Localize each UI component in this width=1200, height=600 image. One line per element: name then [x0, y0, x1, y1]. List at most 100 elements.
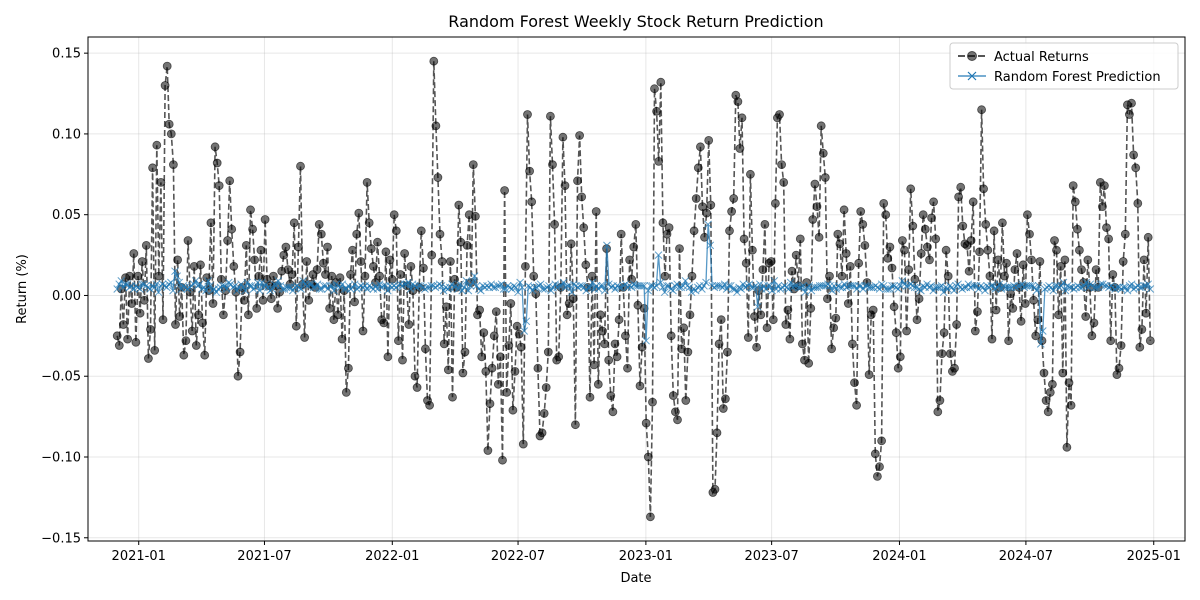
actual-return-point [629, 242, 639, 252]
y-tick-label: 0.05 [52, 208, 81, 223]
actual-return-point [148, 163, 158, 173]
actual-return-point [418, 263, 428, 273]
y-tick-label: 0.10 [52, 127, 81, 142]
prediction-point [970, 281, 979, 290]
prediction-point [737, 285, 746, 293]
actual-return-point [1089, 318, 1099, 328]
actual-return-point [514, 329, 524, 339]
prediction-point [888, 281, 896, 290]
actual-return-point [808, 215, 818, 224]
actual-return-point [693, 163, 703, 173]
prediction-point [152, 280, 161, 289]
actual-return-point [337, 334, 347, 344]
actual-return-point [356, 257, 366, 266]
actual-return-point [143, 354, 153, 363]
actual-return-point [798, 339, 807, 349]
actual-return-point [985, 271, 995, 281]
x-tick-label: 2024-07 [999, 549, 1053, 564]
prediction-point [206, 281, 215, 290]
actual-return-point [1054, 310, 1063, 320]
actual-return-point [914, 294, 924, 304]
actual-return-point [952, 320, 961, 329]
actual-return-point [562, 310, 572, 320]
prediction-point [476, 286, 485, 295]
prediction-point [423, 283, 431, 292]
actual-return-point [218, 310, 228, 320]
actual-return-point [685, 310, 695, 320]
actual-return-point [135, 308, 145, 318]
actual-return-point [646, 512, 655, 522]
actual-return-point [523, 110, 532, 119]
x-tick-label: 2023-07 [744, 549, 798, 564]
actual-return-point [606, 391, 616, 401]
actual-return-point [1077, 265, 1086, 275]
actual-return-point [533, 363, 543, 373]
prediction-point [518, 283, 526, 292]
x-tick-label: 2021-01 [112, 549, 166, 564]
prediction-point [867, 283, 876, 292]
actual-return-point [791, 250, 801, 260]
actual-return-point [1008, 303, 1018, 313]
actual-return-point [1141, 308, 1151, 318]
actual-return-point [575, 131, 584, 140]
actual-return-point [291, 321, 301, 331]
actual-return-point [287, 270, 297, 279]
actual-return-point [925, 255, 934, 265]
y-tick-label: 0.15 [52, 47, 81, 62]
prediction-point [615, 283, 624, 292]
actual-return-point [435, 229, 445, 239]
actual-return-point [258, 295, 268, 305]
prediction-point [848, 281, 857, 290]
actual-return-point [816, 121, 826, 131]
actual-return-point [393, 336, 403, 346]
prediction-point [784, 285, 793, 293]
y-tick-label: −0.05 [41, 370, 81, 385]
prediction-point [565, 281, 574, 290]
actual-return-point [1135, 342, 1145, 352]
actual-return-point [539, 408, 549, 418]
actual-return-point [391, 226, 401, 236]
prediction-point [1034, 281, 1043, 290]
actual-return-point [641, 418, 651, 428]
prediction-point [902, 281, 911, 290]
prediction-point [305, 280, 314, 289]
prediction-point [559, 278, 568, 287]
prediction-point [1065, 283, 1074, 292]
prediction-point [950, 286, 958, 295]
prediction-point [755, 280, 764, 289]
actual-return-point [504, 341, 514, 350]
actual-return-point [354, 208, 364, 218]
actual-return-point [783, 305, 793, 315]
actual-return-point [785, 334, 795, 344]
actual-return-point [410, 371, 420, 381]
actual-return-point [489, 331, 499, 341]
prediction-point [117, 277, 126, 285]
prediction-point [836, 283, 845, 292]
actual-return-point [804, 358, 814, 368]
actual-return-point [825, 271, 834, 281]
actual-return-point [241, 240, 251, 250]
actual-return-point [735, 144, 745, 153]
actual-return-point [712, 428, 722, 438]
actual-return-point [746, 169, 755, 179]
actual-return-point [777, 160, 786, 170]
actual-return-point [475, 305, 485, 315]
prediction-point [545, 281, 553, 290]
actual-return-point [612, 352, 622, 362]
actual-return-point [727, 207, 736, 216]
actual-return-point [571, 420, 580, 430]
actual-return-point [541, 383, 551, 392]
prediction-point [1100, 281, 1109, 290]
chart-title: Random Forest Weekly Stock Return Predic… [448, 12, 823, 31]
legend-box [949, 42, 1179, 90]
actual-return-point [341, 387, 351, 397]
actual-return-point [250, 255, 260, 265]
actual-return-point [1118, 257, 1128, 266]
y-tick-label: −0.10 [41, 451, 81, 466]
actual-return-point [302, 257, 312, 266]
actual-return-point [362, 177, 372, 187]
actual-return-point [445, 257, 455, 266]
legend-label-prediction: Random Forest Prediction [994, 70, 1161, 85]
actual-return-point [281, 242, 291, 252]
